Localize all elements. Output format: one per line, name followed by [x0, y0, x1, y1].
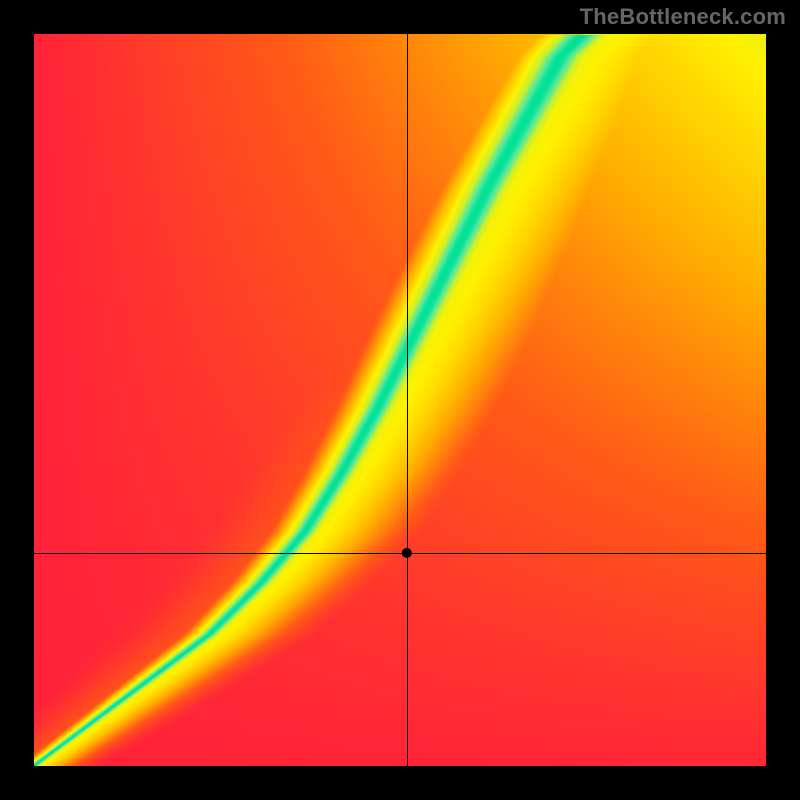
chart-container: TheBottleneck.com [0, 0, 800, 800]
bottleneck-heatmap [34, 34, 766, 766]
watermark-text: TheBottleneck.com [580, 4, 786, 30]
